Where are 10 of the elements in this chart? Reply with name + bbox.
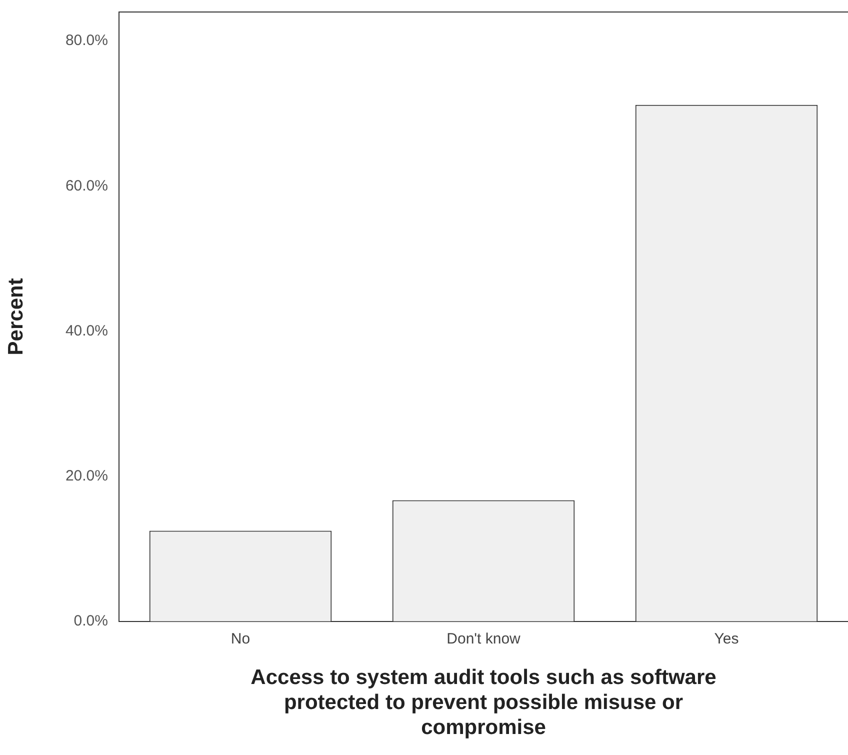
- y-tick-label: 40.0%: [65, 322, 108, 340]
- y-tick-label: 60.0%: [65, 177, 108, 194]
- y-tick-label: 80.0%: [65, 32, 108, 50]
- y-axis-title: Percent: [4, 278, 28, 356]
- x-tick-label: Don't know: [446, 630, 521, 648]
- x-tick-label: No: [230, 630, 250, 648]
- x-axis-title: Access to system audit tools such as software protected to prevent possible misuse or compromise: [250, 666, 716, 740]
- y-tick-label: 20.0%: [65, 467, 108, 484]
- y-tick-label: 0.0%: [74, 612, 108, 630]
- x-tick-label: Yes: [714, 630, 739, 648]
